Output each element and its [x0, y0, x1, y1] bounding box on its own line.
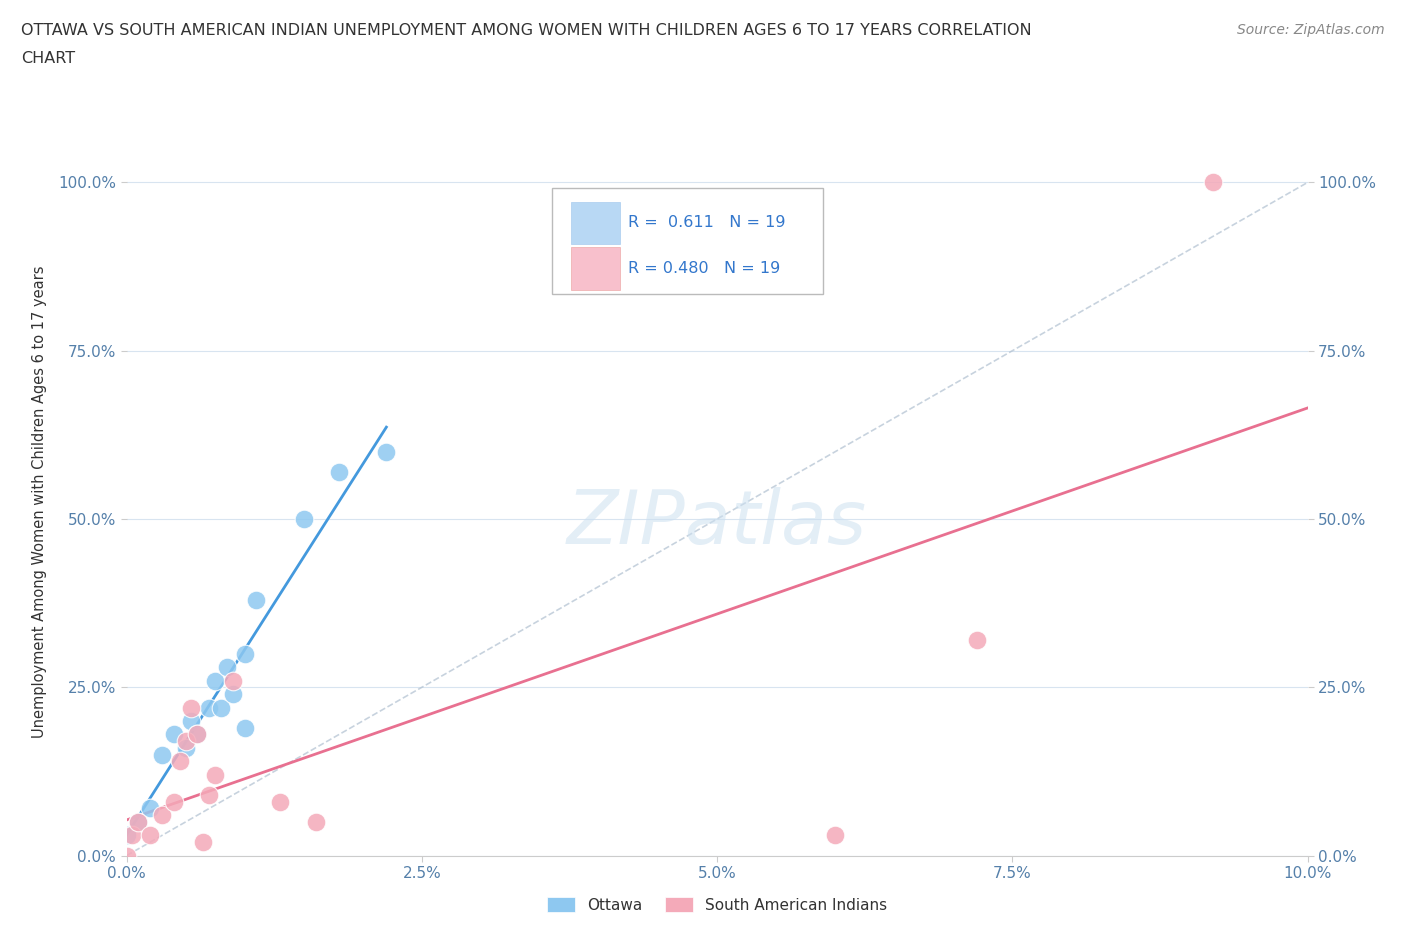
- Point: [222, 673, 245, 688]
- Point: [222, 686, 245, 701]
- Point: [169, 754, 191, 769]
- Legend: Ottawa, South American Indians: Ottawa, South American Indians: [541, 890, 893, 919]
- Point: [150, 808, 173, 823]
- Point: [115, 828, 138, 843]
- Point: [198, 788, 221, 803]
- Point: [269, 794, 291, 809]
- Point: [186, 727, 208, 742]
- Point: [375, 445, 398, 459]
- FancyBboxPatch shape: [551, 188, 824, 294]
- Point: [174, 740, 197, 755]
- Point: [328, 464, 350, 479]
- Text: ZIPatlas: ZIPatlas: [567, 487, 868, 560]
- Point: [233, 720, 256, 735]
- Point: [204, 767, 226, 782]
- FancyBboxPatch shape: [571, 247, 620, 289]
- Point: [209, 700, 232, 715]
- Text: R = 0.480   N = 19: R = 0.480 N = 19: [628, 261, 780, 276]
- Point: [180, 713, 202, 728]
- Point: [204, 673, 226, 688]
- Point: [139, 801, 162, 816]
- Point: [115, 848, 138, 863]
- Text: R =  0.611   N = 19: R = 0.611 N = 19: [628, 216, 786, 231]
- Point: [245, 592, 267, 607]
- Point: [215, 659, 238, 674]
- Point: [163, 794, 186, 809]
- Y-axis label: Unemployment Among Women with Children Ages 6 to 17 years: Unemployment Among Women with Children A…: [32, 266, 46, 738]
- Point: [1202, 175, 1225, 190]
- Text: CHART: CHART: [21, 51, 75, 66]
- Point: [233, 646, 256, 661]
- Point: [198, 700, 221, 715]
- Text: OTTAWA VS SOUTH AMERICAN INDIAN UNEMPLOYMENT AMONG WOMEN WITH CHILDREN AGES 6 TO: OTTAWA VS SOUTH AMERICAN INDIAN UNEMPLOY…: [21, 23, 1032, 38]
- FancyBboxPatch shape: [571, 202, 620, 244]
- Point: [139, 828, 162, 843]
- Point: [824, 828, 846, 843]
- Point: [180, 700, 202, 715]
- Point: [966, 632, 988, 647]
- Point: [150, 747, 173, 762]
- Point: [163, 727, 186, 742]
- Point: [193, 835, 215, 850]
- Point: [174, 734, 197, 749]
- Point: [186, 727, 208, 742]
- Text: Source: ZipAtlas.com: Source: ZipAtlas.com: [1237, 23, 1385, 37]
- Point: [304, 815, 326, 830]
- Point: [292, 512, 315, 526]
- Point: [121, 828, 143, 843]
- Point: [127, 815, 149, 830]
- Point: [127, 815, 149, 830]
